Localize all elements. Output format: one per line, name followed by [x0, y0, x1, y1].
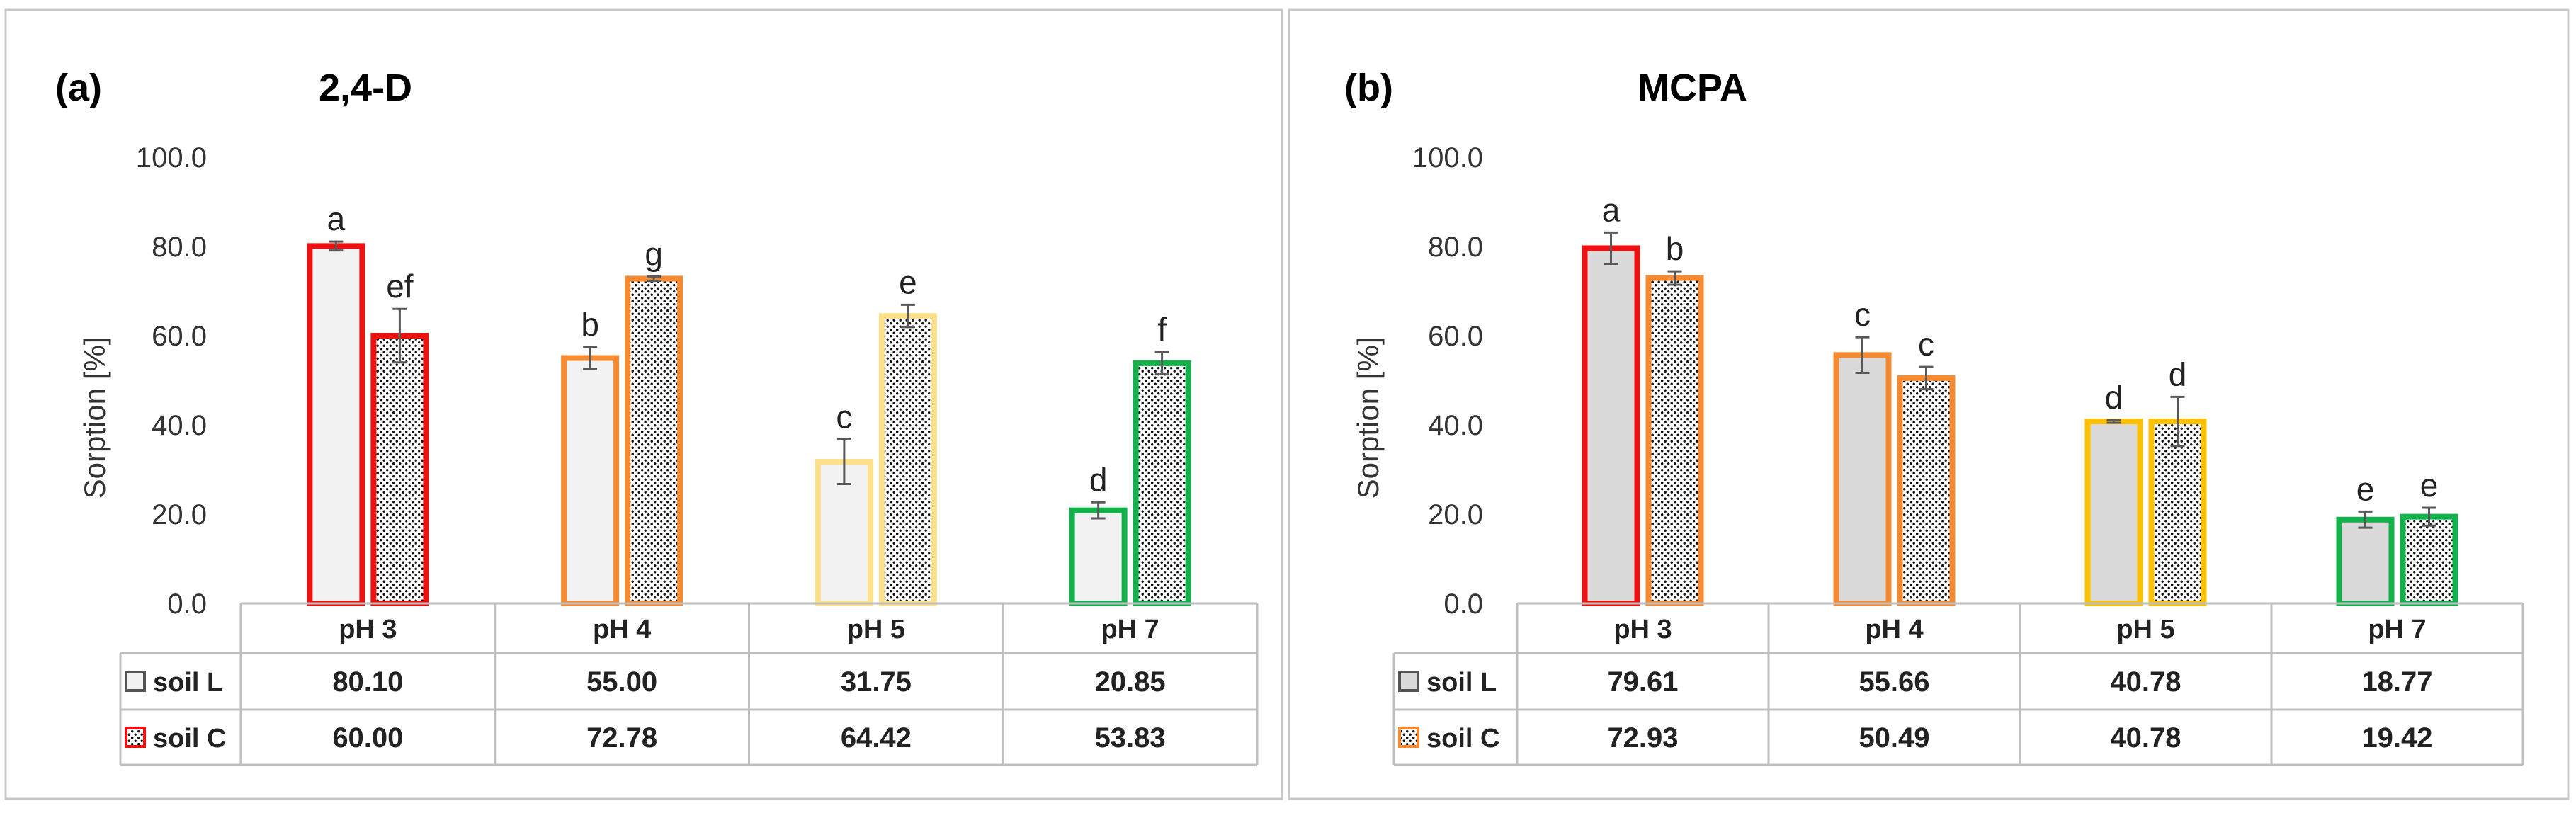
y-tick-label: 80.0	[152, 232, 207, 263]
table-row-label: soil C	[153, 724, 226, 754]
bar-soil-l	[1833, 352, 1892, 606]
significance-letter: c	[836, 398, 852, 435]
y-axis-ticks: 0.0 20.0 40.0 60.0 80.0 100.0	[1412, 142, 1483, 620]
y-tick-label: 100.0	[1412, 142, 1483, 174]
significance-letter: e	[2356, 470, 2375, 507]
bar-soil-c	[2148, 419, 2207, 606]
panel-b: (b) MCPA Sorption [%] 0.0 20.0 40.0 60.0 80.…	[1344, 67, 2524, 766]
significance-letter: c	[1854, 296, 1871, 333]
table-cell: 19.42	[2361, 722, 2432, 754]
significance-letter: b	[581, 306, 599, 343]
y-axis-label: Sorption [%]	[78, 337, 111, 499]
y-tick-label: 60.0	[152, 321, 207, 352]
table-row-label: soil L	[1426, 668, 1497, 698]
bar-soil-c	[878, 313, 937, 606]
bar-soil-l	[1069, 507, 1128, 607]
significance-letter: e	[2420, 467, 2439, 504]
bar-soil-c	[2400, 513, 2458, 606]
panel-a: (a) 2,4-D Sorption [%] 0.0 20.0 40.0 60.0 80…	[55, 67, 1259, 766]
panel-label: (a)	[55, 67, 102, 109]
table-cell: 72.78	[586, 722, 657, 754]
significance-letter: a	[1602, 191, 1621, 228]
y-tick-label: 0.0	[167, 589, 207, 620]
bar-soil-l	[2336, 516, 2395, 607]
significance-letter: c	[1918, 326, 1934, 363]
y-tick-label: 20.0	[1428, 499, 1483, 530]
y-tick-label: 40.0	[1428, 410, 1483, 441]
bars: a ef b g c e d f	[307, 200, 1191, 607]
bar-soil-c	[625, 275, 683, 606]
table-cell: 72.93	[1607, 722, 1678, 754]
table-cell: 53.83	[1095, 722, 1166, 754]
table-cell: 20.85	[1095, 666, 1166, 698]
chart-title: MCPA	[1638, 67, 1747, 109]
significance-letter: d	[1089, 461, 1108, 498]
table-cell: 55.00	[586, 666, 657, 698]
bar-soil-c	[1897, 375, 1956, 607]
legend-key-soil-c	[1398, 727, 1419, 748]
bar-soil-c	[1133, 360, 1191, 606]
bar-soil-l	[561, 355, 620, 606]
table-row-label: soil C	[1426, 724, 1499, 754]
significance-letter: e	[899, 263, 917, 300]
table-row-label: soil L	[153, 668, 223, 698]
bar-soil-l	[1582, 245, 1640, 606]
table-cell: 40.78	[2110, 722, 2181, 754]
y-axis-ticks: 0.0 20.0 40.0 60.0 80.0 100.0	[136, 142, 207, 620]
legend-key-soil-l	[125, 671, 146, 692]
table-cell: 40.78	[2110, 666, 2181, 698]
y-tick-label: 20.0	[152, 499, 207, 530]
bar-soil-l	[307, 243, 365, 606]
table-cell: 55.66	[1859, 666, 1929, 698]
table-header-3: pH 7	[2368, 615, 2426, 644]
significance-letter: d	[2105, 379, 2123, 416]
data-table: pH 3 pH 4 pH 5 pH 7 soil L 80.10 55.00 31.75 20.…	[119, 602, 1259, 766]
table-header-3: pH 7	[1101, 615, 1159, 644]
table-header-2: pH 5	[2116, 615, 2174, 644]
significance-letter: g	[645, 235, 663, 272]
significance-letter: b	[1666, 230, 1684, 267]
significance-letter: a	[327, 200, 346, 237]
y-tick-label: 100.0	[136, 142, 207, 174]
y-tick-label: 40.0	[152, 410, 207, 441]
table-cell: 60.00	[332, 722, 403, 754]
y-tick-label: 0.0	[1443, 589, 1483, 620]
data-table: pH 3 pH 4 pH 5 pH 7 soil L 79.61 55.66 40.78 18.…	[1392, 602, 2524, 766]
bar-soil-c	[370, 333, 429, 606]
table-cell: 79.61	[1607, 666, 1678, 698]
y-tick-label: 60.0	[1428, 321, 1483, 352]
legend-key-soil-c	[125, 727, 146, 748]
table-header-1: pH 4	[593, 615, 651, 644]
legend-key-soil-l	[1398, 671, 1419, 692]
table-header-2: pH 5	[847, 615, 905, 644]
table-cell: 64.42	[841, 722, 912, 754]
y-tick-label: 80.0	[1428, 232, 1483, 263]
significance-letter: d	[2169, 356, 2187, 392]
table-cell: 80.10	[332, 666, 403, 698]
significance-letter: f	[1157, 311, 1167, 348]
chart-title: 2,4-D	[319, 67, 412, 109]
table-header-0: pH 3	[1613, 615, 1672, 644]
significance-letter: ef	[386, 268, 414, 305]
table-cell: 18.77	[2361, 666, 2432, 698]
panel-label: (b)	[1344, 67, 1393, 109]
table-header-0: pH 3	[339, 615, 397, 644]
bars: a b c c d d e e	[1582, 191, 2458, 607]
table-header-1: pH 4	[1865, 615, 1923, 644]
bar-soil-c	[1645, 275, 1704, 606]
table-cell: 31.75	[841, 666, 912, 698]
y-axis-label: Sorption [%]	[1351, 337, 1385, 499]
bar-soil-l	[2084, 419, 2143, 606]
table-cell: 50.49	[1859, 722, 1929, 754]
